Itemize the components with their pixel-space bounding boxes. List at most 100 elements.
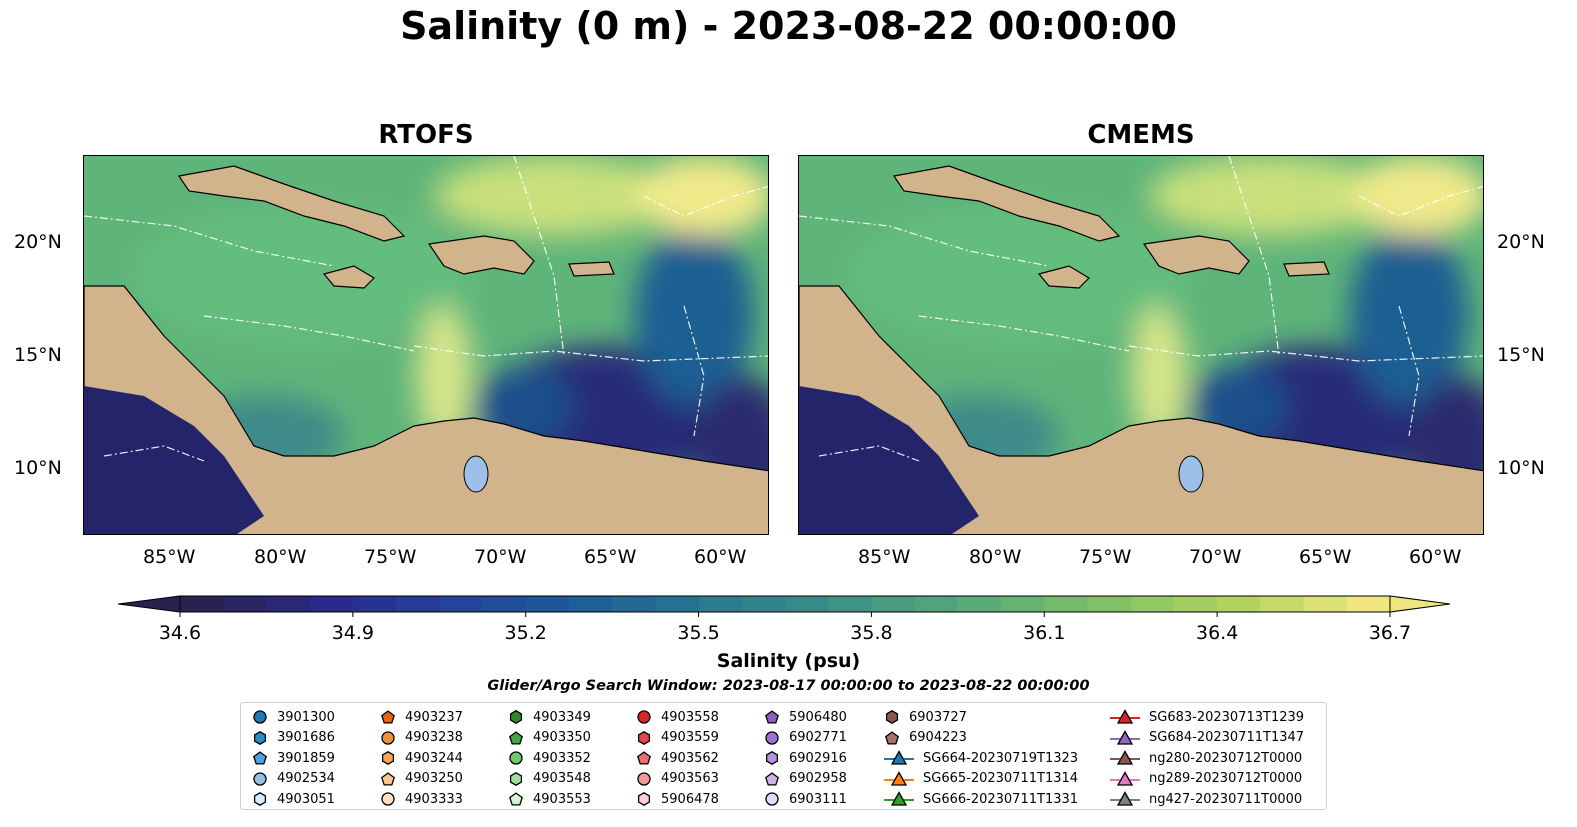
legend-item: 6902771: [763, 728, 847, 749]
legend-item-label: 4903558: [661, 709, 719, 725]
colorbar-extend-max: [1389, 595, 1451, 613]
lat-tick-10n: 10°N: [14, 457, 62, 479]
legend-item: 6904223: [883, 728, 1078, 749]
legend-item-label: 6902771: [789, 730, 847, 746]
lon-tick-75w-right: 75°W: [1079, 546, 1132, 568]
legend-marker-hexagon: [253, 792, 267, 807]
colorbar-segment: [655, 596, 700, 612]
legend-column: SG683-20230713T1239 SG684-20230711T1347 ng…: [1109, 707, 1304, 810]
lon-tick-65w-right: 65°W: [1299, 546, 1352, 568]
colorbar-segment: [525, 596, 570, 612]
colorbar-tick-label: 36.7: [1369, 622, 1411, 644]
legend-item-label: 4903562: [661, 750, 719, 766]
legend-column: 5906480 6902771 6902916 6902958 6903111: [763, 707, 847, 810]
colorbar-svg: 34.6 34.9 35.2 35.5 35.8 36.1 36.4 36.7: [117, 595, 1451, 644]
legend-item: 6903727: [883, 707, 1078, 728]
colorbar-segment: [698, 596, 743, 612]
legend-item-label: SG683-20230713T1239: [1149, 709, 1305, 725]
lat-tick-20n-right: 20°N: [1497, 231, 1545, 253]
colorbar-segment: [266, 596, 311, 612]
legend-item: 5906480: [763, 707, 847, 728]
legend-item-label: 4903563: [661, 771, 719, 787]
map-cmems: [798, 155, 1484, 535]
legend-item: 4903558: [635, 707, 719, 728]
panel-title-rtofs: RTOFS: [378, 120, 474, 150]
legend-item-label: SG665-20230711T1314: [923, 771, 1079, 787]
legend-item: ng427-20230711T0000: [1109, 789, 1304, 810]
legend-item: SG684-20230711T1347: [1109, 728, 1304, 749]
colorbar-segment: [1001, 596, 1045, 612]
legend-item-label: 4903238: [405, 730, 463, 746]
legend-item-label: 3901686: [277, 730, 335, 746]
legend-item: 4903553: [507, 789, 591, 810]
colorbar-tick-label: 35.5: [677, 622, 719, 644]
colorbar-extend-min: [117, 595, 181, 613]
colorbar-segment: [612, 596, 656, 612]
legend-item: 4903559: [635, 728, 719, 749]
colorbar-segment: [482, 596, 527, 612]
legend-item: SG683-20230713T1239: [1109, 707, 1304, 728]
colorbar-segment: [828, 596, 873, 612]
lon-tick-70w-right: 70°W: [1189, 546, 1242, 568]
legend-item-label: SG666-20230711T1331: [923, 791, 1079, 807]
colorbar-segment: [180, 596, 224, 612]
legend-item-label: 4903349: [533, 709, 591, 725]
legend-item: 4903350: [507, 728, 591, 749]
legend-marker-pentagon: [381, 710, 395, 724]
legend-item-label: 3901300: [277, 709, 335, 725]
legend-item-label: 4903051: [277, 791, 335, 807]
legend-item-label: 4903548: [533, 771, 591, 787]
legend-item-label: 4903350: [533, 730, 591, 746]
legend-item-label: 6903727: [909, 709, 967, 725]
legend-marker-triangle-line: [884, 770, 914, 786]
legend-marker-triangle-line: [1110, 791, 1140, 806]
legend-marker-circle: [765, 731, 779, 745]
colorbar-segment: [1217, 596, 1261, 612]
legend-marker-pentagon: [381, 772, 395, 786]
legend-marker-pentagon: [765, 772, 779, 786]
legend-marker-triangle-line: [884, 750, 914, 765]
legend-item: 4902534: [251, 769, 335, 790]
colorbar-segment: [1044, 596, 1089, 612]
legend-item-label: 4903559: [661, 730, 719, 746]
lat-tick-15n: 15°N: [14, 344, 62, 366]
lon-tick-85w: 85°W: [143, 546, 196, 568]
colorbar-segment: [1130, 596, 1175, 612]
legend-marker-triangle-line: [1110, 770, 1140, 786]
legend-item: 4903352: [507, 748, 591, 769]
colorbar-frame: [179, 595, 1391, 613]
legend-item: SG666-20230711T1331: [883, 789, 1078, 810]
map-cmems-svg: [799, 156, 1484, 535]
legend-item: 5906478: [635, 789, 719, 810]
legend-item-label: 3901859: [277, 750, 335, 766]
legend-item-label: 4902534: [277, 771, 335, 787]
figure-title: Salinity (0 m) - 2023-08-22 00:00:00: [400, 4, 1177, 48]
legend-item: 4903051: [251, 789, 335, 810]
legend-marker-hexagon: [637, 792, 651, 807]
legend-marker-circle: [253, 772, 267, 786]
legend-column: 6903727 6904223 SG664-20230719T1323 SG665-2…: [883, 707, 1078, 810]
lon-tick-80w: 80°W: [254, 546, 307, 568]
legend-item-label: 6902958: [789, 771, 847, 787]
colorbar-tick-label: 36.1: [1023, 622, 1065, 644]
legend-item-label: 4903352: [533, 750, 591, 766]
legend-item: 6902958: [763, 769, 847, 790]
colorbar-label: Salinity (psu): [716, 650, 861, 672]
legend-marker-hexagon: [253, 730, 267, 745]
colorbar: 34.6 34.9 35.2 35.5 35.8 36.1 36.4 36.7: [117, 595, 1458, 649]
legend-item-label: 4903553: [533, 791, 591, 807]
legend-item: 3901686: [251, 728, 335, 749]
legend-item-label: ng427-20230711T0000: [1149, 791, 1303, 807]
legend-item: 4903237: [379, 707, 463, 728]
colorbar-segment: [1346, 596, 1391, 612]
legend-marker-triangle-line: [884, 791, 914, 806]
colorbar-segment: [1303, 596, 1348, 612]
legend-marker-triangle-line: [1110, 750, 1140, 765]
legend-column: 4903237 4903238 4903244 4903250 4903333: [379, 707, 463, 810]
legend-marker-pentagon: [885, 731, 899, 745]
legend-item-label: ng280-20230712T0000: [1149, 750, 1303, 766]
legend-item: ng289-20230712T0000: [1109, 769, 1304, 790]
colorbar-tick-label: 36.4: [1196, 622, 1238, 644]
legend-marker-circle: [509, 751, 523, 765]
colorbar-segment: [957, 596, 1002, 612]
